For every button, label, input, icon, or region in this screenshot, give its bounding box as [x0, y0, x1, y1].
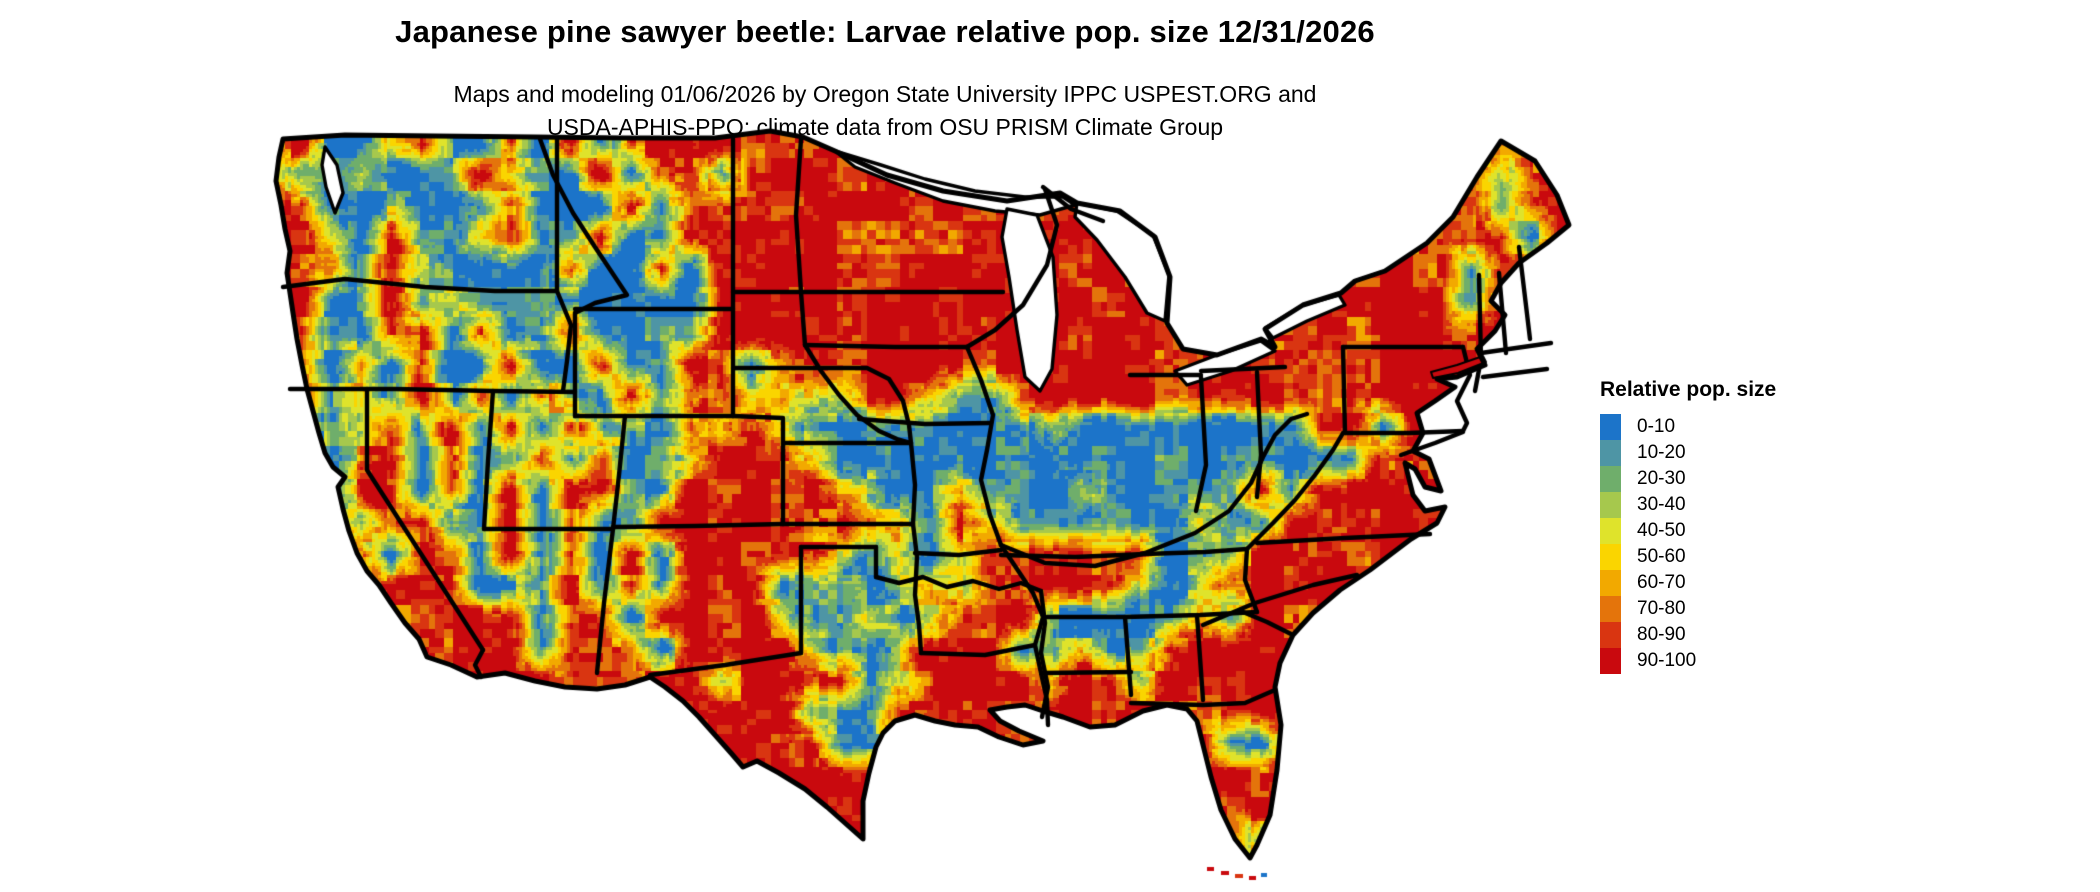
legend-item-label: 30-40 — [1637, 494, 1686, 515]
legend-items: 0-10 10-20 20-30 30-40 40-50 50-60 60-70 70-80 8… — [1600, 414, 1900, 674]
legend-item-label: 80-90 — [1637, 624, 1686, 645]
legend-item: 70-80 — [1600, 596, 1900, 622]
legend-swatch — [1600, 570, 1621, 596]
legend-item: 30-40 — [1600, 492, 1900, 518]
legend-item: 0-10 — [1600, 414, 1900, 440]
legend-item: 90-100 — [1600, 648, 1900, 674]
us-map-raster — [195, 125, 1575, 885]
legend-item-label: 90-100 — [1637, 650, 1697, 671]
legend-item-label: 40-50 — [1637, 520, 1686, 541]
legend-swatch — [1600, 648, 1621, 674]
legend-item: 40-50 — [1600, 518, 1900, 544]
legend-item: 10-20 — [1600, 440, 1900, 466]
legend-title: Relative pop. size — [1600, 378, 1777, 401]
legend-item-label: 60-70 — [1637, 572, 1686, 593]
legend-swatch — [1600, 414, 1621, 440]
legend-item-label: 20-30 — [1637, 468, 1686, 489]
legend: Relative pop. size 0-10 10-20 20-30 30-40 40… — [1600, 378, 1900, 674]
legend-item: 60-70 — [1600, 570, 1900, 596]
legend-swatch — [1600, 622, 1621, 648]
legend-swatch — [1600, 466, 1621, 492]
legend-item: 80-90 — [1600, 622, 1900, 648]
legend-swatch — [1600, 492, 1621, 518]
legend-swatch — [1600, 440, 1621, 466]
legend-swatch — [1600, 518, 1621, 544]
legend-item: 20-30 — [1600, 466, 1900, 492]
legend-swatch — [1600, 596, 1621, 622]
legend-item-label: 10-20 — [1637, 442, 1686, 463]
legend-item: 50-60 — [1600, 544, 1900, 570]
legend-item-label: 50-60 — [1637, 546, 1686, 567]
us-map — [195, 125, 1575, 885]
page-title: Japanese pine sawyer beetle: Larvae rela… — [395, 14, 1375, 49]
legend-item-label: 0-10 — [1637, 416, 1676, 437]
legend-swatch — [1600, 544, 1621, 570]
legend-item-label: 70-80 — [1637, 598, 1686, 619]
page-subtitle-line1: Maps and modeling 01/06/2026 by Oregon S… — [453, 81, 1317, 107]
